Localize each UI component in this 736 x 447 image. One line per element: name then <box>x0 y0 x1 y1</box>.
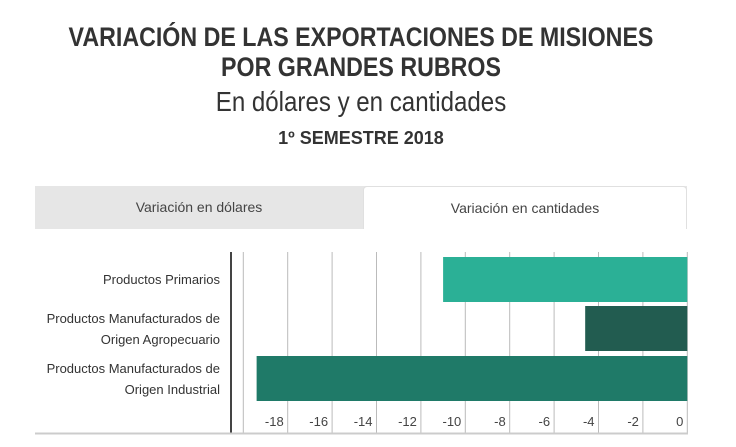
x-tick-label: -2 <box>627 414 639 429</box>
category-label: Productos Primarios <box>103 269 220 290</box>
x-tick-label: -12 <box>398 414 417 429</box>
bar <box>443 257 688 302</box>
category-label: Productos Manufacturados de Origen Agrope… <box>47 308 220 350</box>
category-label-line: Origen Agropecuario <box>100 332 220 347</box>
tab-variacion-dolares[interactable]: Variación en dólares <box>135 199 263 215</box>
x-tick-label: -6 <box>539 414 551 429</box>
x-tick-label: 0 <box>676 414 683 429</box>
category-label-line: Productos Manufacturados de <box>46 311 220 326</box>
category-label-line: Productos Primarios <box>102 271 220 287</box>
bar <box>256 356 688 401</box>
x-tick-label: -14 <box>354 414 373 429</box>
x-tick-label: -10 <box>443 414 462 429</box>
x-tick-label: -4 <box>583 414 595 429</box>
category-label: Productos Manufacturados de Origen Indust… <box>47 358 220 400</box>
category-label-line: Origen Industrial <box>124 382 220 397</box>
x-tick-label: -8 <box>494 414 506 429</box>
bar <box>585 306 688 351</box>
tab-bar: Variación en dólares Variación en cantid… <box>35 186 687 229</box>
category-label-line: Productos Manufacturados de <box>46 361 220 376</box>
tab-variacion-cantidades[interactable]: Variación en cantidades <box>363 186 687 229</box>
x-tick-label: -16 <box>309 414 328 429</box>
chart-subtitle: En dólares y en cantidades <box>215 86 507 117</box>
x-tick-label: -18 <box>265 414 284 429</box>
chart-period: 1º SEMESTRE 2018 <box>278 128 444 148</box>
chart-title: VARIACIÓN DE LAS EXPORTACIONES DE MISION… <box>68 22 654 82</box>
